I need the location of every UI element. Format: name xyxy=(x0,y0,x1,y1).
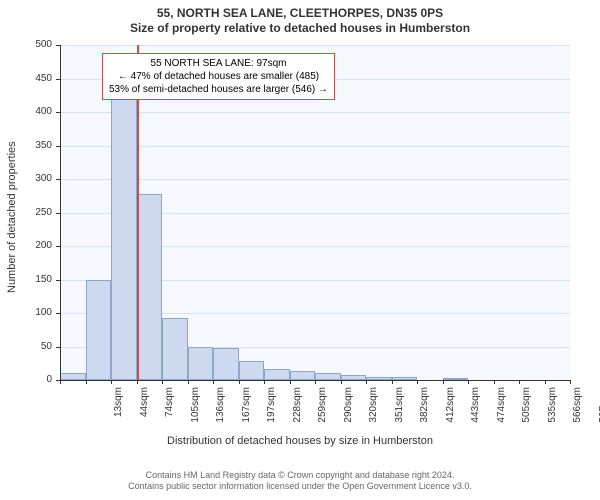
x-tick-mark xyxy=(570,380,571,384)
histogram-bar xyxy=(86,280,112,381)
y-tick-label: 450 xyxy=(0,73,52,84)
histogram-bar xyxy=(264,369,290,380)
x-tick-label: 443sqm xyxy=(470,387,481,437)
x-tick-mark xyxy=(417,380,418,384)
histogram-bar xyxy=(60,373,86,380)
x-tick-label: 105sqm xyxy=(190,387,201,437)
x-tick-mark xyxy=(60,380,61,384)
y-tick-mark xyxy=(56,79,60,80)
y-tick-label: 100 xyxy=(0,307,52,318)
annotation-line2: ← 47% of detached houses are smaller (48… xyxy=(109,70,328,83)
footer-line2: Contains public sector information licen… xyxy=(0,481,600,492)
x-tick-mark xyxy=(366,380,367,384)
histogram-bar xyxy=(290,371,316,380)
x-tick-label: 535sqm xyxy=(547,387,558,437)
x-tick-mark xyxy=(290,380,291,384)
x-tick-label: 13sqm xyxy=(113,387,124,437)
x-tick-label: 290sqm xyxy=(343,387,354,437)
histogram-bar xyxy=(315,373,341,380)
y-tick-mark xyxy=(56,179,60,180)
y-tick-label: 500 xyxy=(0,39,52,50)
annotation-line1: 55 NORTH SEA LANE: 97sqm xyxy=(109,57,328,70)
footer-line1: Contains HM Land Registry data © Crown c… xyxy=(0,470,600,481)
x-tick-mark xyxy=(86,380,87,384)
x-tick-mark xyxy=(468,380,469,384)
y-tick-mark xyxy=(56,45,60,46)
x-tick-label: 505sqm xyxy=(521,387,532,437)
x-tick-label: 259sqm xyxy=(317,387,328,437)
y-tick-label: 400 xyxy=(0,106,52,117)
x-tick-label: 382sqm xyxy=(419,387,430,437)
x-tick-mark xyxy=(213,380,214,384)
x-tick-label: 136sqm xyxy=(215,387,226,437)
x-tick-mark xyxy=(111,380,112,384)
y-tick-mark xyxy=(56,246,60,247)
x-tick-label: 566sqm xyxy=(572,387,583,437)
y-tick-mark xyxy=(56,313,60,314)
y-axis-line xyxy=(60,45,61,380)
histogram-bar xyxy=(111,99,137,380)
y-tick-mark xyxy=(56,213,60,214)
annotation-line3: 53% of semi-detached houses are larger (… xyxy=(109,83,328,96)
x-tick-label: 351sqm xyxy=(394,387,405,437)
y-tick-label: 350 xyxy=(0,140,52,151)
x-tick-mark xyxy=(519,380,520,384)
y-tick-mark xyxy=(56,146,60,147)
x-tick-mark xyxy=(315,380,316,384)
y-tick-label: 150 xyxy=(0,274,52,285)
y-tick-mark xyxy=(56,347,60,348)
y-tick-mark xyxy=(56,112,60,113)
x-tick-mark xyxy=(545,380,546,384)
x-tick-mark xyxy=(264,380,265,384)
x-tick-mark xyxy=(162,380,163,384)
x-tick-mark xyxy=(341,380,342,384)
chart-container: Number of detached properties Distributi… xyxy=(0,0,600,500)
histogram-bar xyxy=(213,348,239,380)
x-tick-label: 44sqm xyxy=(139,387,150,437)
y-tick-label: 50 xyxy=(0,341,52,352)
x-tick-mark xyxy=(443,380,444,384)
x-tick-label: 167sqm xyxy=(241,387,252,437)
x-tick-label: 197sqm xyxy=(266,387,277,437)
y-tick-label: 300 xyxy=(0,173,52,184)
annotation-box: 55 NORTH SEA LANE: 97sqm ← 47% of detach… xyxy=(102,53,335,100)
y-tick-label: 200 xyxy=(0,240,52,251)
histogram-bar xyxy=(162,318,188,380)
histogram-bar xyxy=(188,347,214,381)
x-tick-mark xyxy=(188,380,189,384)
x-tick-label: 474sqm xyxy=(496,387,507,437)
histogram-bar xyxy=(239,361,265,380)
x-tick-mark xyxy=(494,380,495,384)
footer: Contains HM Land Registry data © Crown c… xyxy=(0,470,600,493)
y-tick-label: 250 xyxy=(0,207,52,218)
x-tick-label: 74sqm xyxy=(164,387,175,437)
x-tick-mark xyxy=(392,380,393,384)
x-tick-label: 228sqm xyxy=(292,387,303,437)
x-tick-mark xyxy=(239,380,240,384)
histogram-bar xyxy=(137,194,163,380)
x-tick-label: 320sqm xyxy=(368,387,379,437)
y-tick-label: 0 xyxy=(0,374,52,385)
x-tick-label: 412sqm xyxy=(445,387,456,437)
y-tick-mark xyxy=(56,280,60,281)
x-tick-mark xyxy=(137,380,138,384)
